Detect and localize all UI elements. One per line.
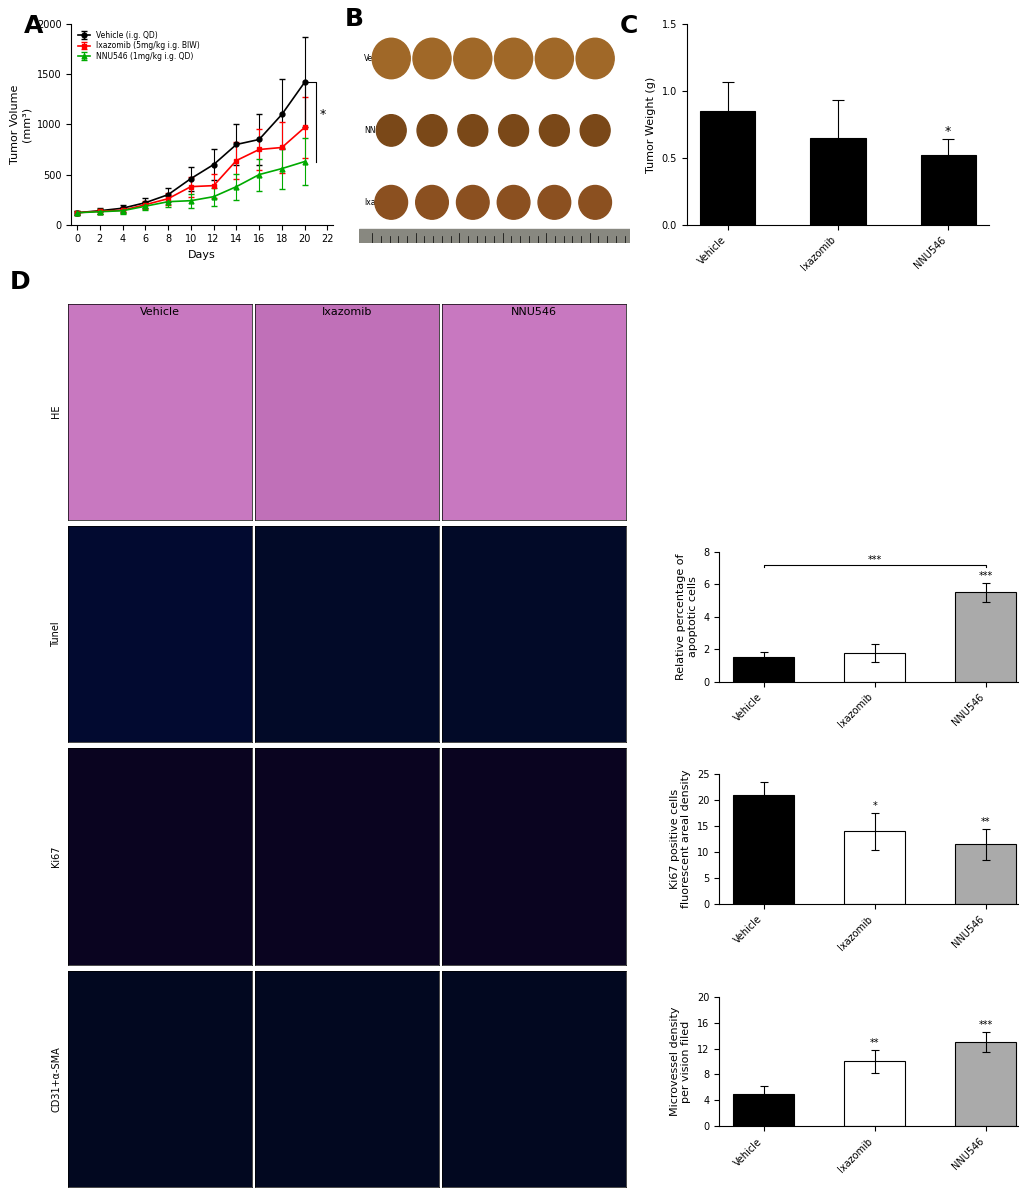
Ellipse shape xyxy=(372,38,410,78)
Bar xyxy=(359,230,630,243)
Text: NNU546: NNU546 xyxy=(511,307,556,316)
Text: ***: *** xyxy=(867,555,880,565)
Bar xyxy=(954,593,1015,682)
Ellipse shape xyxy=(497,185,530,219)
Ellipse shape xyxy=(457,185,489,219)
Text: Ixazomib: Ixazomib xyxy=(321,307,372,316)
Bar xyxy=(810,138,865,225)
Bar xyxy=(733,1094,794,1126)
Ellipse shape xyxy=(417,114,446,147)
Text: B: B xyxy=(344,7,364,31)
Text: ***: *** xyxy=(977,571,991,581)
Text: D: D xyxy=(10,270,31,294)
Text: CD31+α-SMA: CD31+α-SMA xyxy=(51,1046,61,1112)
Ellipse shape xyxy=(416,185,448,219)
Bar xyxy=(954,844,1015,904)
Text: C: C xyxy=(620,14,638,38)
Text: **: ** xyxy=(869,1037,878,1048)
Ellipse shape xyxy=(458,114,487,147)
Y-axis label: Tumor Weight (g): Tumor Weight (g) xyxy=(645,76,655,173)
Bar xyxy=(733,795,794,904)
Ellipse shape xyxy=(453,38,491,78)
Bar xyxy=(844,1061,904,1126)
Bar xyxy=(844,653,904,682)
Text: **: ** xyxy=(980,817,989,827)
Text: Vehicle: Vehicle xyxy=(140,307,179,316)
Y-axis label: Relative percentage of
apoptotic cells: Relative percentage of apoptotic cells xyxy=(676,553,697,680)
Y-axis label: Ki67 positive cells
fluorescent areal density: Ki67 positive cells fluorescent areal de… xyxy=(669,769,691,909)
Bar xyxy=(920,155,975,225)
Ellipse shape xyxy=(580,114,609,147)
Text: *: * xyxy=(944,125,951,138)
X-axis label: Days: Days xyxy=(189,250,216,260)
Ellipse shape xyxy=(578,185,610,219)
Bar xyxy=(954,1042,1015,1126)
Text: Vehicle: Vehicle xyxy=(364,54,391,63)
Bar xyxy=(700,111,755,225)
Ellipse shape xyxy=(498,114,528,147)
Text: A: A xyxy=(24,14,44,38)
Legend: Vehicle (i.g. QD), Ixazomib (5mg/kg i.g. BIW), NNU546 (1mg/kg i.g. QD): Vehicle (i.g. QD), Ixazomib (5mg/kg i.g.… xyxy=(75,28,203,64)
Y-axis label: Microvessel density
per vision filed: Microvessel density per vision filed xyxy=(669,1007,691,1117)
Text: Ki67: Ki67 xyxy=(51,846,61,867)
Ellipse shape xyxy=(535,38,573,78)
Ellipse shape xyxy=(376,114,406,147)
Text: ***: *** xyxy=(977,1020,991,1030)
Ellipse shape xyxy=(576,38,613,78)
Text: *: * xyxy=(871,802,876,811)
Ellipse shape xyxy=(494,38,532,78)
Text: *: * xyxy=(319,108,325,121)
Ellipse shape xyxy=(375,185,408,219)
Ellipse shape xyxy=(539,114,569,147)
Text: NNU546: NNU546 xyxy=(364,126,395,135)
Bar xyxy=(844,832,904,904)
Y-axis label: Tumor Volume
(mm³): Tumor Volume (mm³) xyxy=(10,84,32,165)
Ellipse shape xyxy=(538,185,570,219)
Text: Ixazomib: Ixazomib xyxy=(364,198,398,207)
Bar xyxy=(733,657,794,682)
Ellipse shape xyxy=(413,38,450,78)
Text: Tunel: Tunel xyxy=(51,621,61,647)
Text: HE: HE xyxy=(51,405,61,418)
